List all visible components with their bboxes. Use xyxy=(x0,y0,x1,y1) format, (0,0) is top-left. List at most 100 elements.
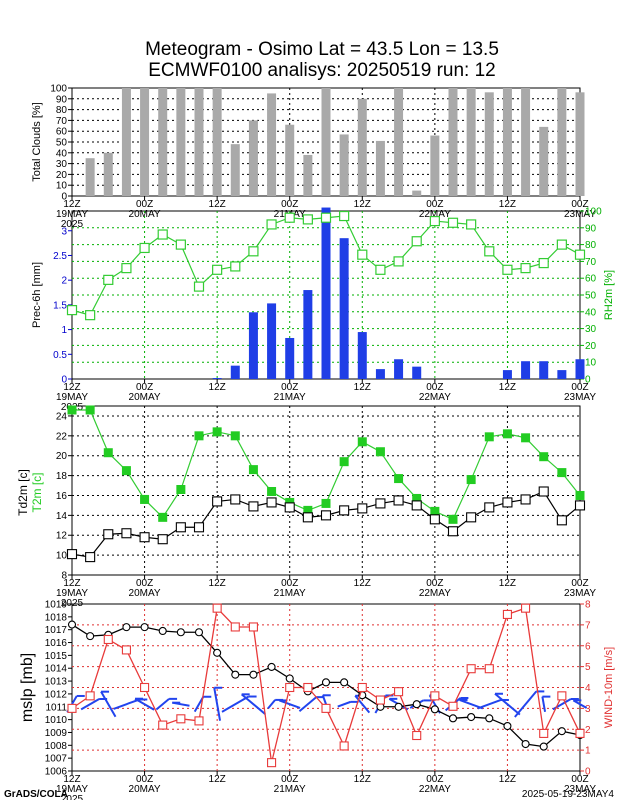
t2m-marker xyxy=(466,475,476,485)
wind-speed-marker xyxy=(412,730,422,741)
y-tick-label: 1009 xyxy=(45,728,68,739)
precip-bar xyxy=(267,303,277,379)
mslp-marker xyxy=(86,632,95,641)
y-tick-label: 70 xyxy=(56,116,68,127)
cloud-bar xyxy=(176,88,186,196)
y-right-tick-label: 6 xyxy=(585,641,591,652)
y-axis-label: Total Clouds [%] xyxy=(31,102,43,181)
rh-marker xyxy=(574,249,586,260)
x-tick-label: 12Z xyxy=(63,382,80,393)
x-date-label: 19MAY xyxy=(56,588,88,599)
cloud-bar xyxy=(430,135,440,196)
x-date-label: 22MAY xyxy=(419,588,451,599)
mslp-marker xyxy=(285,674,294,683)
cloud-bar xyxy=(303,154,313,196)
mslp-marker xyxy=(394,702,403,711)
td2m-marker xyxy=(484,502,495,513)
wind-speed-marker xyxy=(466,664,476,674)
precip-bar xyxy=(321,207,331,379)
t2m-marker xyxy=(430,506,440,516)
wind-speed-marker xyxy=(357,682,367,693)
td2m-marker xyxy=(175,522,186,533)
x-date-label: 20MAY xyxy=(129,588,161,599)
precip-bar xyxy=(248,312,258,379)
y-tick-label: 90 xyxy=(56,94,68,105)
panel-temperature: 8101214161820222412Z19MAY202500Z20MAY12Z… xyxy=(16,405,596,609)
x-date-label: 19MAY xyxy=(56,392,88,403)
wind-speed-marker xyxy=(448,701,458,711)
y-axis-label: Td2m [c] xyxy=(16,469,30,516)
wind-speed-marker xyxy=(484,664,494,674)
td2m-marker xyxy=(230,494,241,505)
t2m-marker xyxy=(339,457,349,467)
y-tick-label: 1013 xyxy=(45,677,68,688)
rh-marker xyxy=(538,257,549,269)
y-right-tick-label: 7 xyxy=(585,620,591,631)
y-tick-label: 1016 xyxy=(45,638,68,649)
x-tick-label: 00Z xyxy=(571,774,588,785)
wind-speed-marker xyxy=(248,622,258,632)
precip-bar xyxy=(539,361,549,379)
t2m-marker xyxy=(557,468,567,478)
y-tick-label: 40 xyxy=(56,148,68,159)
x-tick-label: 12Z xyxy=(354,578,371,589)
wind-speed-marker xyxy=(121,645,131,655)
t2m-marker xyxy=(448,514,458,524)
t2m-marker xyxy=(230,431,240,441)
x-tick-label: 00Z xyxy=(136,578,153,589)
rh-marker xyxy=(447,217,459,228)
cloud-bar xyxy=(267,93,277,196)
x-date-label: 21MAY xyxy=(274,392,306,403)
y-right-tick-label: 1 xyxy=(585,746,591,757)
mslp-marker xyxy=(521,739,530,749)
t2m-marker xyxy=(158,512,168,522)
td2m-marker xyxy=(411,500,422,511)
t2m-marker xyxy=(248,465,258,475)
cloud-bar xyxy=(140,88,150,196)
cloud-bar xyxy=(375,140,385,196)
y-right-tick-label: 4 xyxy=(585,683,591,694)
mslp-marker xyxy=(430,705,439,714)
y-tick-label: 1012 xyxy=(45,689,68,700)
y-right-tick-label: 50 xyxy=(585,291,597,302)
x-date-label: 20MAY xyxy=(129,209,161,220)
y-tick-label: 10 xyxy=(56,551,68,562)
y-right-tick-label: 60 xyxy=(585,274,597,285)
mslp-marker xyxy=(213,648,222,657)
cloud-bar xyxy=(321,88,331,196)
t2m-marker xyxy=(539,452,549,462)
wind-vector xyxy=(298,696,317,713)
rh-marker xyxy=(175,239,186,250)
y-axis-label-secondary: T2m [c] xyxy=(30,472,44,512)
rh-marker xyxy=(484,246,495,257)
y-tick-label: 1019 xyxy=(45,600,68,611)
cloud-bar xyxy=(85,158,95,196)
rh-marker xyxy=(284,212,295,223)
td2m-marker xyxy=(320,510,332,521)
x-tick-label: 00Z xyxy=(281,199,298,210)
td2m-marker xyxy=(212,496,223,507)
td2m-marker xyxy=(103,529,114,540)
precip-bar xyxy=(230,365,240,379)
wind-vector xyxy=(221,695,250,713)
rh-marker xyxy=(212,264,223,275)
cloud-bar xyxy=(248,120,258,196)
rh-marker xyxy=(339,210,350,222)
mslp-marker xyxy=(321,678,331,687)
rh-marker xyxy=(121,263,132,274)
precip-bar xyxy=(375,369,385,379)
wind-speed-marker xyxy=(67,703,77,713)
td2m-marker xyxy=(157,534,168,545)
y-tick-label: 20 xyxy=(56,451,68,462)
x-tick-label: 00Z xyxy=(571,578,588,589)
x-date-label: 21MAY xyxy=(274,784,306,795)
y-tick-label: 80 xyxy=(56,105,68,116)
y-tick-label: 1.5 xyxy=(53,300,67,311)
mslp-marker xyxy=(539,742,548,751)
rh-marker xyxy=(66,305,78,316)
x-tick-label: 12Z xyxy=(63,199,80,210)
y-tick-label: 1014 xyxy=(45,664,68,675)
cloud-bar xyxy=(158,88,168,196)
wind-vector xyxy=(155,698,170,711)
